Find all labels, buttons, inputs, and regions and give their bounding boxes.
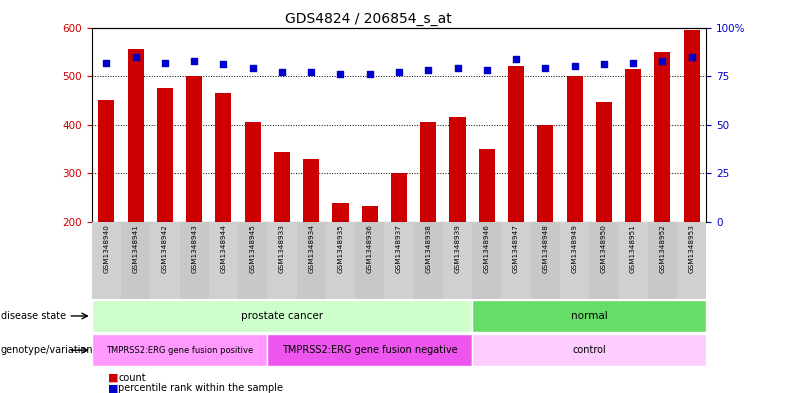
Text: GSM1348934: GSM1348934 — [308, 224, 314, 273]
Bar — [128, 50, 144, 222]
Bar — [618, 222, 648, 299]
Text: GSM1348953: GSM1348953 — [689, 224, 694, 273]
Text: GSM1348944: GSM1348944 — [220, 224, 227, 273]
Bar — [209, 222, 238, 299]
Point — [100, 59, 113, 66]
Text: GSM1348942: GSM1348942 — [162, 224, 168, 273]
Bar — [267, 222, 297, 299]
Text: prostate cancer: prostate cancer — [241, 311, 323, 321]
Bar — [274, 152, 290, 222]
Text: ■: ■ — [108, 373, 118, 383]
Bar — [684, 30, 700, 222]
Point — [247, 65, 259, 72]
Point — [568, 63, 581, 70]
Bar — [92, 300, 472, 332]
Text: GSM1348939: GSM1348939 — [455, 224, 460, 273]
Bar — [92, 334, 267, 366]
Bar — [567, 76, 583, 222]
Text: GSM1348949: GSM1348949 — [571, 224, 578, 273]
Bar — [150, 222, 180, 299]
Text: control: control — [572, 345, 606, 355]
Text: percentile rank within the sample: percentile rank within the sample — [118, 383, 283, 393]
Point — [275, 69, 288, 75]
Text: TMPRSS2:ERG gene fusion negative: TMPRSS2:ERG gene fusion negative — [282, 345, 457, 355]
Bar — [361, 206, 377, 222]
Bar — [479, 149, 495, 222]
Text: GSM1348951: GSM1348951 — [630, 224, 636, 273]
Bar — [303, 159, 319, 222]
Point — [363, 71, 376, 77]
Text: GSM1348952: GSM1348952 — [659, 224, 666, 273]
Bar — [326, 222, 355, 299]
Bar — [245, 122, 261, 222]
Text: GSM1348937: GSM1348937 — [396, 224, 402, 273]
Point — [480, 67, 493, 73]
Bar — [157, 88, 173, 222]
Text: GSM1348948: GSM1348948 — [543, 224, 548, 273]
Bar — [472, 300, 706, 332]
Bar — [625, 69, 641, 222]
Text: GSM1348941: GSM1348941 — [132, 224, 139, 273]
Point — [217, 61, 230, 68]
Bar — [560, 222, 589, 299]
Text: GSM1348946: GSM1348946 — [484, 224, 490, 273]
Bar — [333, 203, 349, 222]
Text: GDS4824 / 206854_s_at: GDS4824 / 206854_s_at — [285, 12, 452, 26]
Bar — [186, 76, 202, 222]
Text: GSM1348947: GSM1348947 — [513, 224, 519, 273]
Text: GSM1348943: GSM1348943 — [192, 224, 197, 273]
Bar — [421, 122, 437, 222]
Bar — [472, 334, 706, 366]
Bar — [508, 66, 524, 222]
Bar — [98, 101, 114, 222]
Bar — [92, 222, 121, 299]
Bar — [596, 102, 612, 222]
Bar — [267, 334, 472, 366]
Text: count: count — [118, 373, 146, 383]
Text: GSM1348938: GSM1348938 — [425, 224, 431, 273]
Text: GSM1348945: GSM1348945 — [250, 224, 255, 273]
Text: genotype/variation: genotype/variation — [1, 345, 93, 355]
Text: GSM1348935: GSM1348935 — [338, 224, 343, 273]
Point — [305, 69, 318, 75]
Bar — [391, 173, 407, 222]
Point — [129, 53, 142, 60]
Text: GSM1348933: GSM1348933 — [279, 224, 285, 273]
Point — [451, 65, 464, 72]
Point — [393, 69, 405, 75]
Text: disease state: disease state — [1, 311, 66, 321]
Point — [656, 57, 669, 64]
Bar — [501, 222, 531, 299]
Point — [510, 55, 523, 62]
Text: ■: ■ — [108, 383, 118, 393]
Bar — [537, 125, 553, 222]
Point — [422, 67, 435, 73]
Text: GSM1348950: GSM1348950 — [601, 224, 606, 273]
Point — [334, 71, 347, 77]
Bar — [654, 52, 670, 222]
Point — [539, 65, 551, 72]
Bar — [215, 93, 231, 222]
Text: GSM1348940: GSM1348940 — [104, 224, 109, 273]
Point — [685, 53, 698, 60]
Point — [159, 59, 172, 66]
Text: TMPRSS2:ERG gene fusion positive: TMPRSS2:ERG gene fusion positive — [106, 346, 253, 354]
Bar — [385, 222, 413, 299]
Point — [626, 59, 639, 66]
Point — [598, 61, 610, 68]
Point — [188, 57, 200, 64]
Bar — [443, 222, 472, 299]
Bar — [677, 222, 706, 299]
Text: normal: normal — [571, 311, 607, 321]
Bar — [449, 118, 465, 222]
Text: GSM1348936: GSM1348936 — [367, 224, 373, 273]
